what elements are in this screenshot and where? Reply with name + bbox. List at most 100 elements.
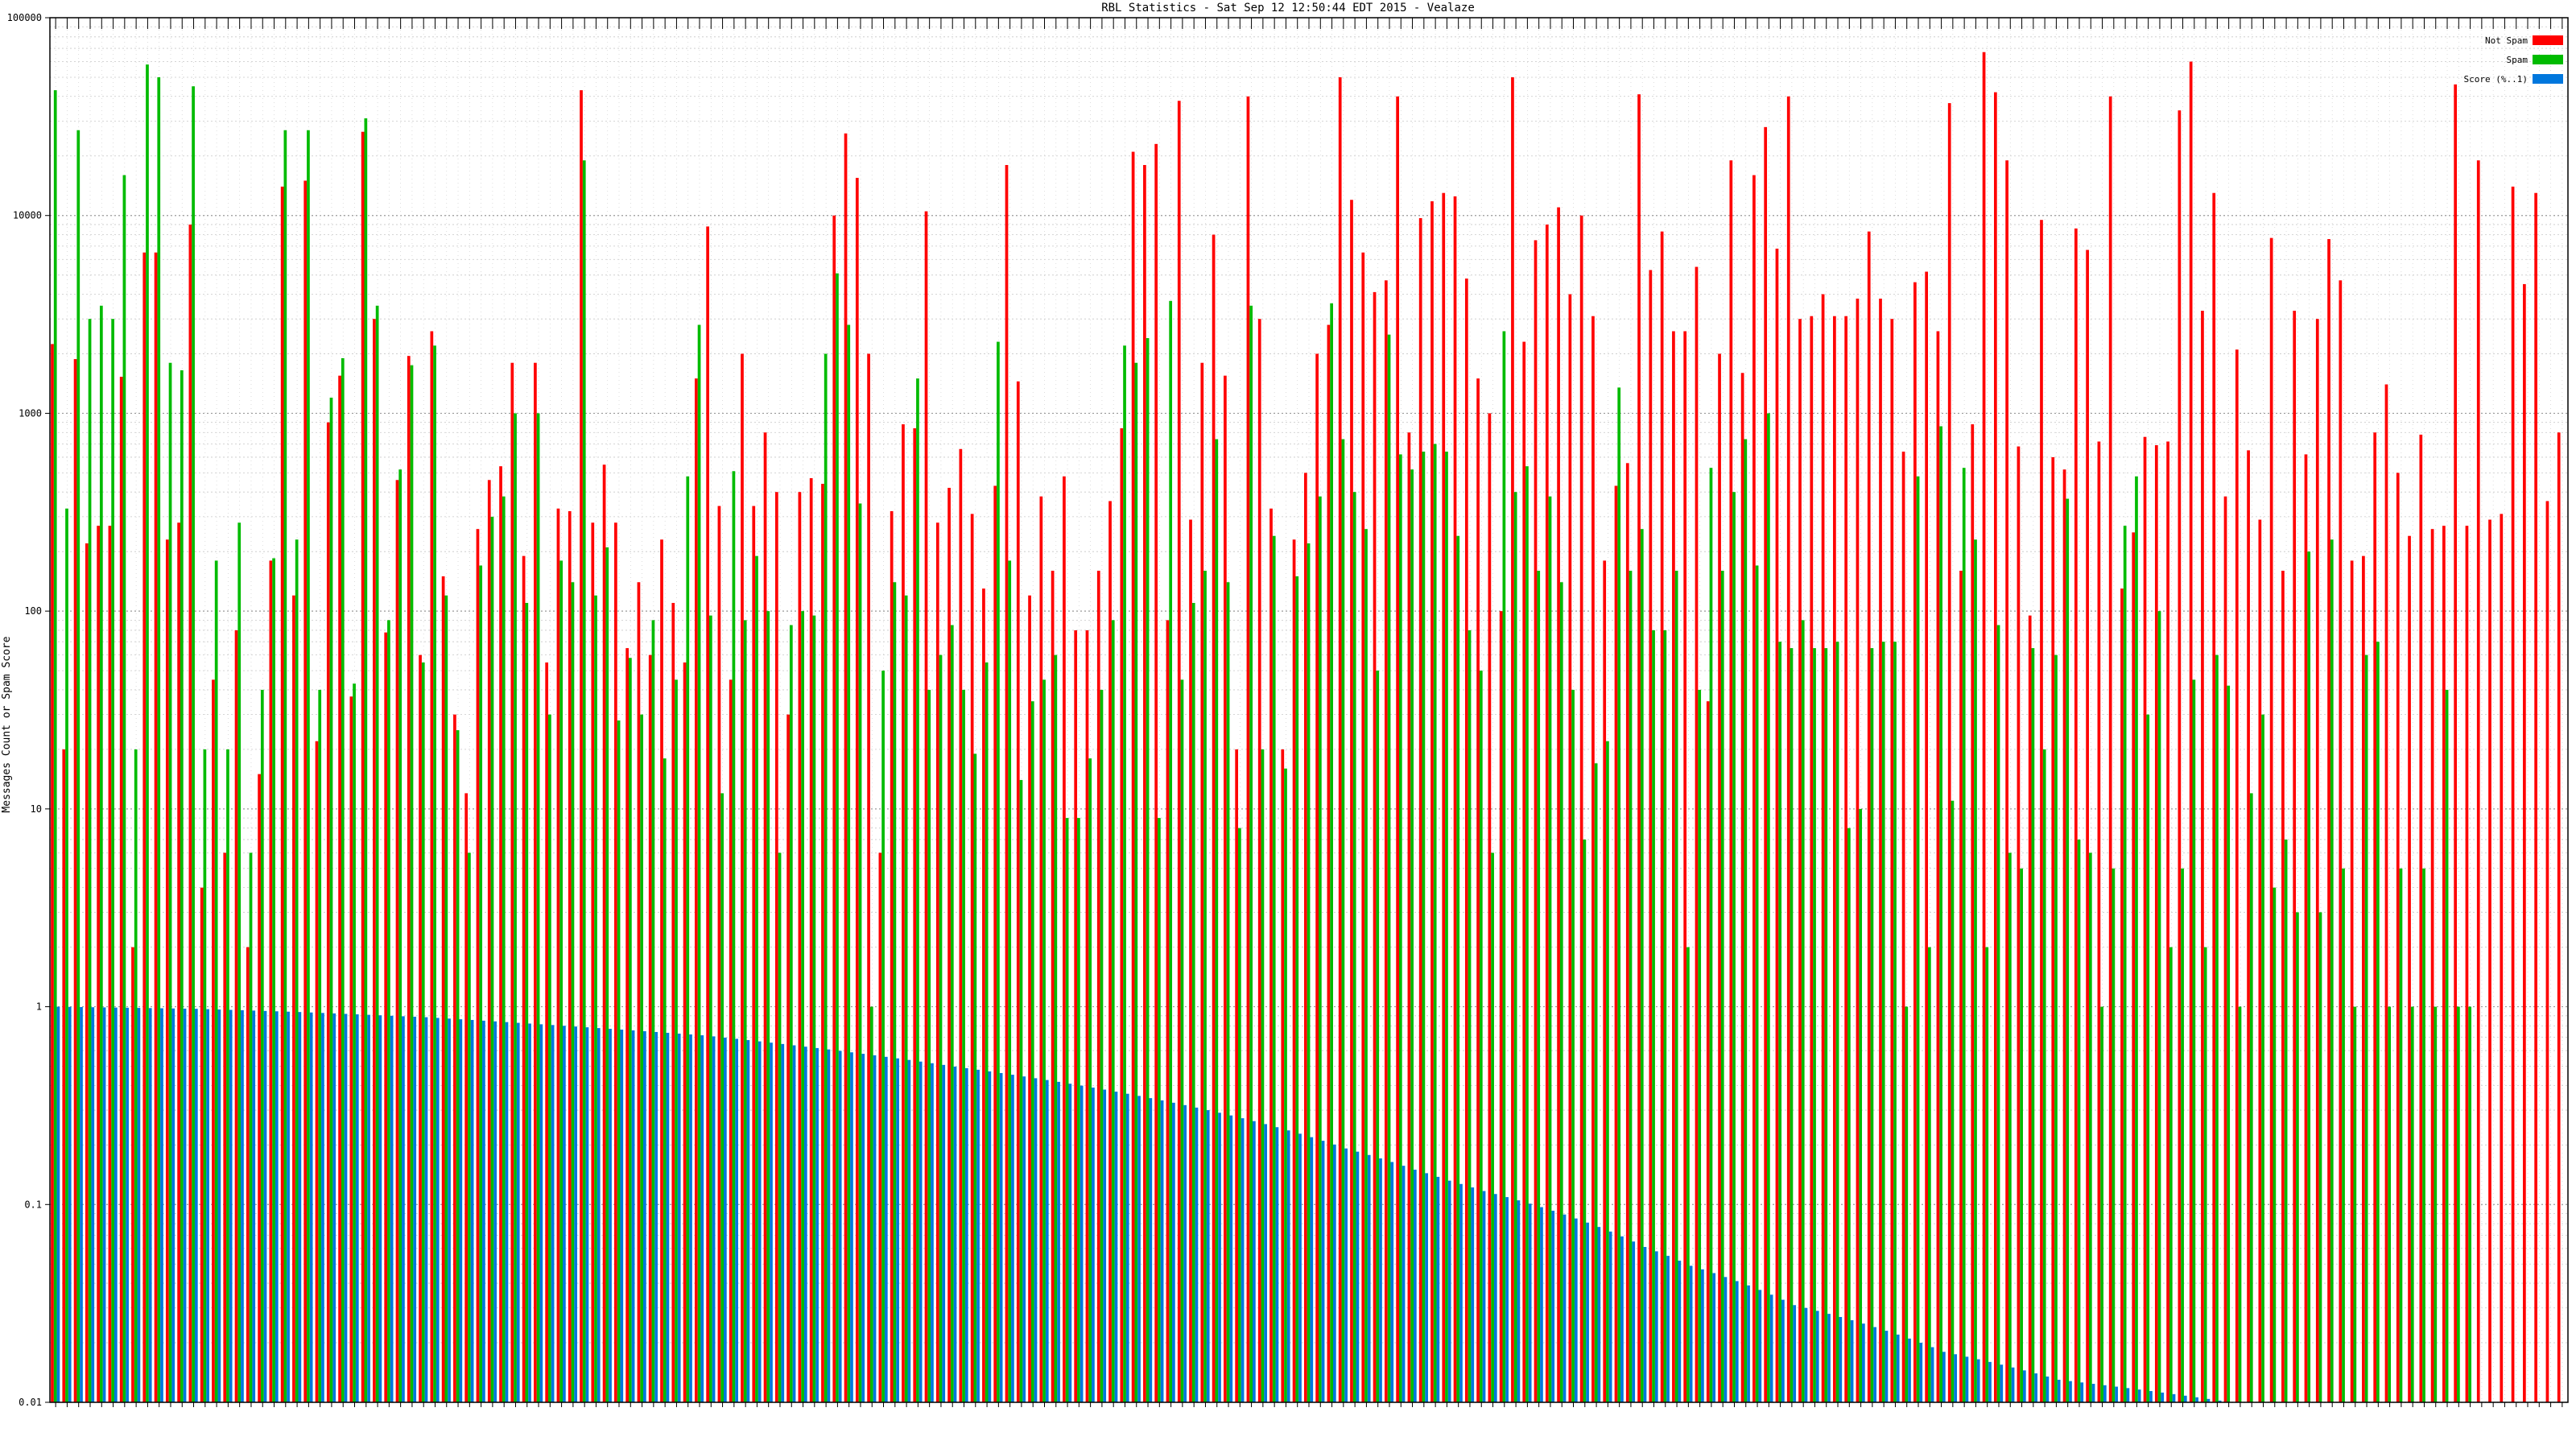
spam-bar bbox=[663, 758, 667, 1402]
not-spam-bar bbox=[1913, 282, 1917, 1403]
spam-bar bbox=[2296, 912, 2299, 1402]
not-spam-bar bbox=[2178, 110, 2182, 1403]
not-spam-bar bbox=[660, 539, 663, 1402]
spam-bar bbox=[836, 273, 839, 1402]
not-spam-bar bbox=[2511, 186, 2515, 1402]
score-bar bbox=[907, 1059, 911, 1402]
not-spam-bar bbox=[2108, 96, 2112, 1403]
not-spam-bar bbox=[1740, 373, 1744, 1402]
score-bar bbox=[482, 1020, 485, 1402]
score-bar bbox=[2126, 1388, 2130, 1402]
spam-bar bbox=[1525, 466, 1529, 1402]
spam-bar bbox=[237, 522, 242, 1402]
spam-bar bbox=[2468, 1006, 2472, 1402]
not-spam-bar bbox=[1833, 316, 1836, 1402]
not-spam-bar bbox=[1212, 234, 1216, 1402]
not-spam-bar bbox=[246, 947, 250, 1402]
score-bar bbox=[1379, 1158, 1382, 1402]
spam-bar bbox=[2123, 526, 2127, 1402]
spam-bar bbox=[525, 602, 529, 1402]
not-spam-bar bbox=[1695, 266, 1699, 1403]
spam-bar bbox=[364, 118, 368, 1402]
spam-bar bbox=[387, 620, 390, 1402]
score-bar bbox=[873, 1055, 877, 1402]
score-bar bbox=[2137, 1389, 2141, 1402]
not-spam-bar bbox=[1051, 570, 1055, 1402]
score-bar bbox=[137, 1008, 141, 1402]
score-bar bbox=[2022, 1370, 2026, 1402]
score-bar bbox=[402, 1016, 405, 1402]
spam-bar bbox=[1559, 582, 1563, 1402]
spam-bar bbox=[1835, 642, 1839, 1402]
spam-bar bbox=[1158, 818, 1161, 1402]
score-bar bbox=[321, 1013, 324, 1402]
spam-bar bbox=[1111, 620, 1115, 1402]
score-bar bbox=[1988, 1361, 1992, 1402]
spam-bar bbox=[1261, 749, 1265, 1402]
not-spam-bar bbox=[1672, 331, 1675, 1403]
not-spam-bar bbox=[1039, 496, 1043, 1402]
spam-bar bbox=[410, 365, 414, 1402]
score-bar bbox=[516, 1022, 520, 1402]
not-spam-bar bbox=[119, 377, 123, 1402]
not-spam-bar bbox=[2086, 250, 2089, 1402]
spam-bar bbox=[1065, 818, 1069, 1402]
not-spam-bar bbox=[200, 887, 204, 1402]
score-bar bbox=[126, 1007, 129, 1402]
not-spam-bar bbox=[2523, 283, 2526, 1402]
not-spam-bar bbox=[1982, 52, 1986, 1402]
spam-bar bbox=[927, 689, 931, 1402]
spam-bar bbox=[53, 90, 57, 1403]
score-bar bbox=[332, 1013, 336, 1402]
score-bar bbox=[1229, 1115, 1233, 1402]
spam-bar bbox=[2410, 1006, 2414, 1402]
spam-bar bbox=[2457, 1006, 2460, 1402]
not-spam-bar bbox=[913, 428, 917, 1403]
score-bar bbox=[1356, 1151, 1360, 1402]
score-bar bbox=[2195, 1397, 2198, 1402]
not-spam-bar bbox=[1338, 76, 1342, 1402]
not-spam-bar bbox=[1660, 231, 1664, 1403]
spam-bar bbox=[1674, 570, 1678, 1402]
not-spam-bar bbox=[890, 511, 894, 1402]
spam-bar bbox=[2284, 839, 2288, 1402]
score-bar bbox=[1689, 1265, 1693, 1402]
spam-bar bbox=[950, 625, 954, 1402]
spam-bar bbox=[1513, 492, 1517, 1402]
score-bar bbox=[931, 1063, 934, 1402]
not-spam-bar bbox=[1005, 164, 1009, 1402]
score-bar bbox=[1885, 1331, 1889, 1402]
not-spam-bar bbox=[1591, 316, 1595, 1402]
spam-bar bbox=[1905, 1006, 1909, 1402]
score-bar bbox=[1930, 1347, 1934, 1402]
score-bar bbox=[2034, 1373, 2037, 1402]
spam-bar bbox=[1686, 947, 1690, 1402]
not-spam-bar bbox=[671, 602, 675, 1402]
score-bar bbox=[194, 1009, 198, 1402]
score-bar bbox=[1241, 1118, 1245, 1402]
spam-bar bbox=[997, 341, 1000, 1402]
spam-bar bbox=[1491, 852, 1494, 1402]
not-spam-bar bbox=[1959, 570, 1963, 1402]
not-spam-bar bbox=[878, 852, 882, 1402]
score-bar bbox=[1954, 1354, 1957, 1402]
spam-bar bbox=[1445, 452, 1448, 1402]
not-spam-bar bbox=[280, 186, 284, 1402]
spam-bar bbox=[146, 64, 149, 1402]
spam-bar bbox=[1318, 496, 1322, 1402]
not-spam-bar bbox=[1488, 413, 1492, 1402]
not-spam-bar bbox=[487, 480, 491, 1403]
score-bar bbox=[424, 1017, 428, 1402]
spam-bar bbox=[468, 852, 471, 1402]
not-spam-bar bbox=[2465, 526, 2469, 1402]
spam-bar bbox=[536, 413, 540, 1402]
spam-bar bbox=[2353, 1006, 2357, 1402]
not-spam-bar bbox=[464, 793, 469, 1402]
score-bar bbox=[378, 1015, 382, 1402]
score-bar bbox=[1459, 1183, 1463, 1402]
score-bar bbox=[2103, 1385, 2107, 1402]
y-tick-label: 100000 bbox=[7, 12, 42, 23]
legend-label: Not Spam bbox=[2485, 35, 2528, 46]
score-bar bbox=[1332, 1144, 1336, 1402]
spam-bar bbox=[1307, 543, 1311, 1403]
